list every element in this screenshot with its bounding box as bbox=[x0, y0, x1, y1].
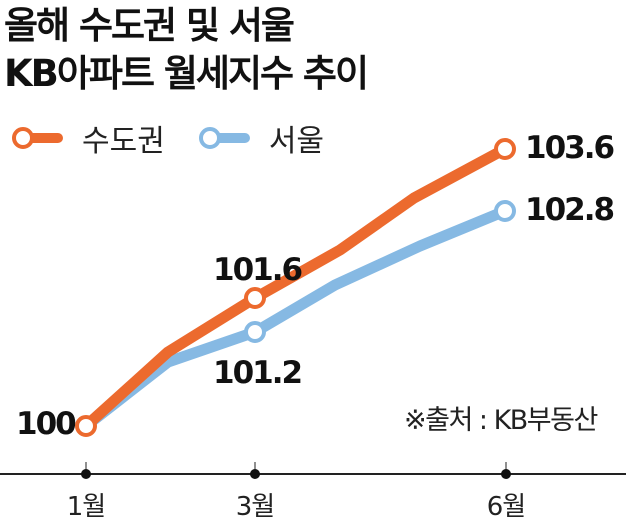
label-metro-jun: 103.6 bbox=[525, 130, 615, 166]
x-label-jun: 6월 bbox=[486, 492, 526, 522]
orange-line-marker-icon bbox=[12, 127, 63, 149]
label-start: 100 bbox=[16, 406, 77, 442]
label-metro-mar: 101.6 bbox=[213, 252, 303, 288]
x-label-mar: 3월 bbox=[235, 492, 275, 522]
chart-title-line1: 올해 수도권 및 서울 bbox=[4, 4, 295, 47]
metro-point-jun bbox=[494, 138, 516, 160]
blue-line-marker-icon bbox=[198, 127, 250, 149]
legend-label-metro: 수도권 bbox=[82, 124, 165, 159]
seoul-series-line bbox=[82, 205, 508, 431]
legend-item-metro: 수도권 bbox=[8, 116, 165, 160]
chart-title-line2: KB아파트 월세지수 추이 bbox=[4, 52, 369, 95]
legend-item-seoul: 서울 bbox=[195, 116, 324, 160]
legend: 수도권 서울 bbox=[8, 116, 354, 160]
seoul-point-jun bbox=[494, 200, 516, 222]
source-note: ※출처 : KB부동산 bbox=[404, 405, 598, 436]
label-seoul-mar: 101.2 bbox=[213, 355, 303, 391]
x-label-jan: 1월 bbox=[66, 492, 106, 522]
label-seoul-jun: 102.8 bbox=[525, 192, 615, 228]
metro-point-mar bbox=[244, 287, 266, 309]
legend-label-seoul: 서울 bbox=[268, 124, 325, 159]
x-ticks bbox=[81, 462, 511, 479]
seoul-point-mar bbox=[244, 321, 266, 343]
metro-series-line bbox=[82, 144, 508, 431]
metro-point-jan bbox=[75, 415, 97, 437]
